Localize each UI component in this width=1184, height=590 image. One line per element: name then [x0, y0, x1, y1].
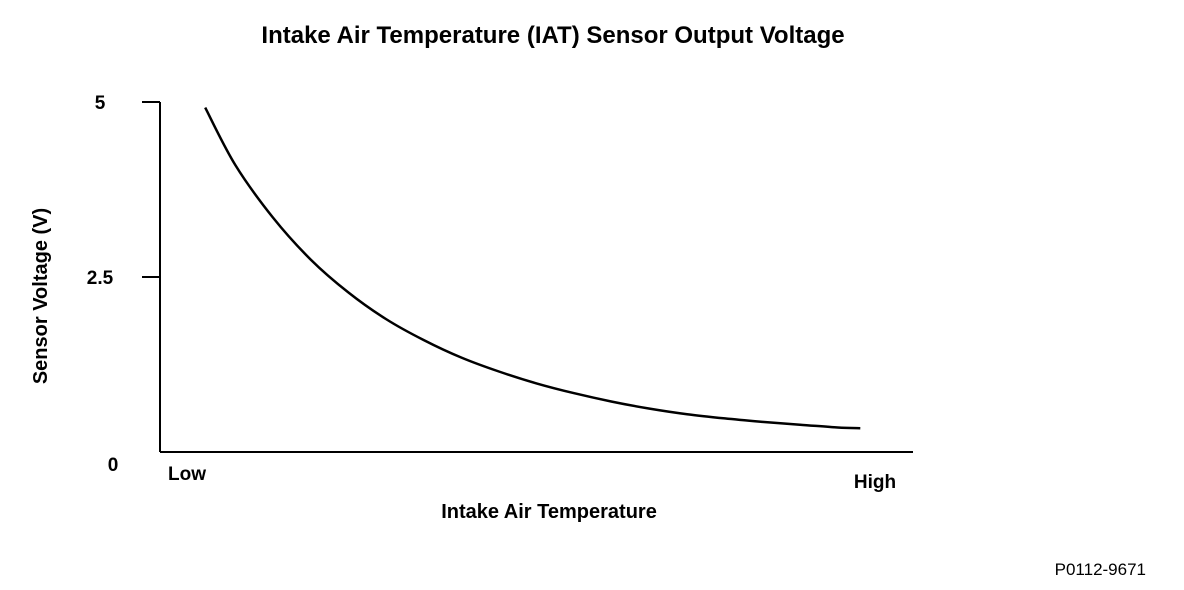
x-axis-label: Intake Air Temperature — [441, 501, 657, 523]
figure-code: P0112-9671 — [1055, 560, 1146, 579]
x-tick-label-high: High — [854, 472, 896, 493]
axes — [159, 102, 913, 453]
y-tick-label: 0 — [108, 455, 119, 476]
x-tick-label-low: Low — [168, 464, 206, 485]
chart-title: Intake Air Temperature (IAT) Sensor Outp… — [261, 22, 844, 49]
y-tick-label: 2.5 — [87, 268, 114, 289]
y-ticks: 52.50 — [87, 93, 160, 476]
y-tick-label: 5 — [95, 93, 106, 114]
series-line — [204, 107, 861, 430]
y-axis-label: Sensor Voltage (V) — [30, 208, 52, 384]
